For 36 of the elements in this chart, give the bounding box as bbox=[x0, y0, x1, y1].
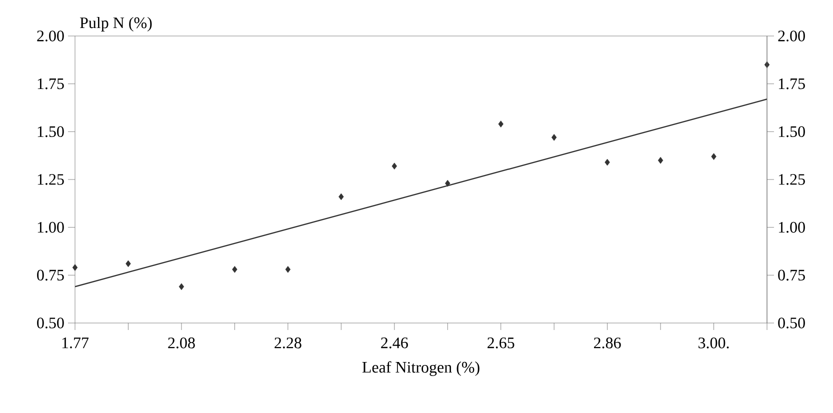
point bbox=[445, 180, 450, 187]
point bbox=[338, 193, 344, 200]
y-tick-label: 1.75 bbox=[38, 78, 64, 90]
x-axis-title: Leaf Nitrogen (%) bbox=[362, 361, 480, 376]
y-tick-label: 1.25 bbox=[38, 174, 64, 185]
y2-tick-label: 1.00 bbox=[778, 222, 805, 233]
point bbox=[126, 260, 131, 268]
y2-tick-label: 2.00 bbox=[778, 30, 805, 42]
point bbox=[232, 266, 238, 273]
point bbox=[285, 266, 291, 273]
point bbox=[551, 134, 557, 141]
y-tick-label: 2.00 bbox=[37, 30, 64, 42]
x-tick-label: 2.08 bbox=[168, 338, 195, 348]
point bbox=[711, 153, 716, 160]
point bbox=[658, 156, 664, 164]
x-tick-label: 2.86 bbox=[594, 338, 621, 348]
point bbox=[604, 158, 610, 166]
y-axis-title: Pulp N (%) bbox=[80, 16, 152, 32]
x-tick-label: 1.77 bbox=[62, 338, 89, 348]
point bbox=[72, 264, 78, 271]
y2-tick-label: 1.50 bbox=[778, 126, 805, 138]
y2-tick-label: 0.75 bbox=[778, 270, 805, 281]
point bbox=[498, 120, 504, 128]
y2-tick-label: 1.75 bbox=[778, 78, 805, 90]
y-tick-label: 1.50 bbox=[38, 126, 64, 138]
x-tick-label: 2.46 bbox=[381, 338, 408, 348]
y-tick-label: 1.00 bbox=[38, 222, 64, 233]
y2-tick-label: 0.50 bbox=[778, 318, 805, 328]
y-tick-label: 0.75 bbox=[37, 270, 64, 281]
point bbox=[178, 283, 184, 290]
x-tick-label: 2.28 bbox=[274, 338, 302, 348]
x-tick-label: 3.00. bbox=[698, 338, 729, 348]
y2-tick-label: 1.25 bbox=[778, 174, 805, 185]
y-tick-label: 0.50 bbox=[37, 318, 64, 328]
point bbox=[392, 162, 397, 170]
x-tick-label: 2.65 bbox=[488, 338, 514, 348]
